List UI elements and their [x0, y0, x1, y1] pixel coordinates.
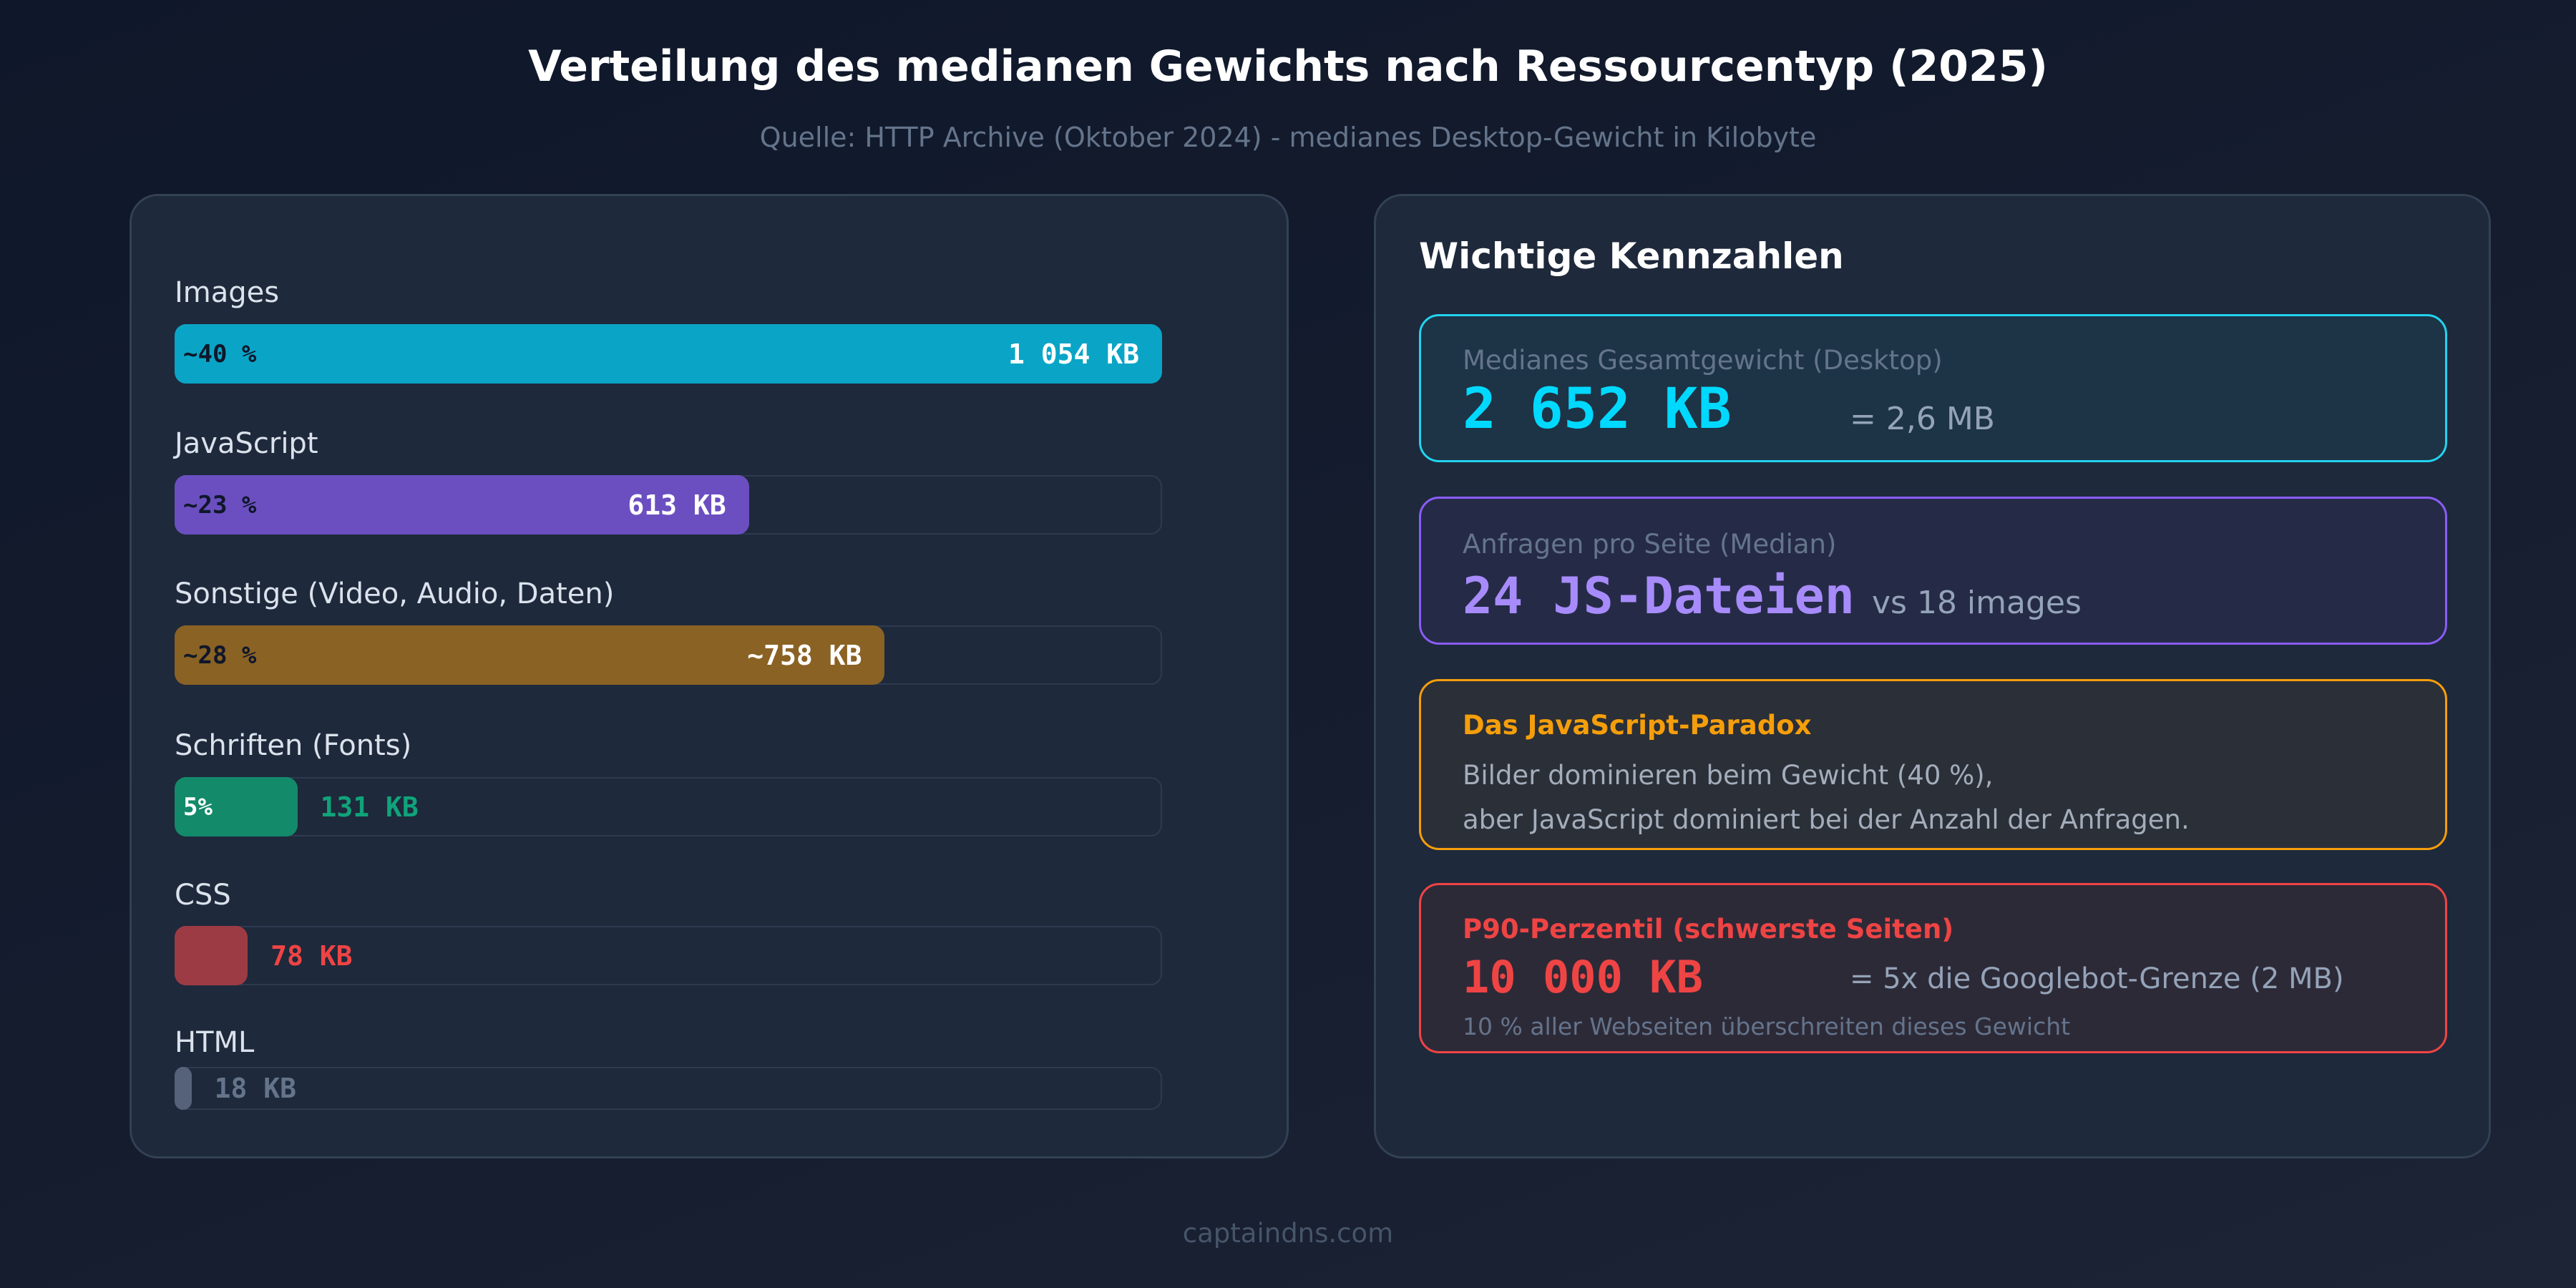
bar [175, 625, 885, 685]
bar-value-label: 78 KB [270, 940, 353, 972]
bar-track: ~40 % 1 054 KB [175, 324, 1162, 384]
bar-track: 5% 131 KB [175, 777, 1162, 836]
kpi-side: = 2,6 MB [1850, 401, 1995, 437]
bar-track: ~23 % 613 KB [175, 475, 1162, 535]
bar-value-label: ~758 KB [747, 639, 862, 671]
footer-brand: captaindns.com [1182, 1218, 1394, 1249]
kpi-side: vs 18 images [1872, 585, 2082, 621]
bar-percent-label: ~40 % [183, 339, 257, 369]
bar-category-label: Sonstige (Video, Audio, Daten) [175, 577, 615, 610]
bar [175, 926, 248, 985]
bar-value-label: 1 054 KB [1008, 338, 1139, 370]
kpi-card-js-paradox: Das JavaScript-Paradox Bilder dominieren… [1419, 679, 2447, 850]
kpi-card-p90: P90-Perzentil (schwerste Seiten) 10 000 … [1419, 883, 2447, 1053]
bar [175, 1067, 192, 1110]
bar-chart-panel: Images ~40 % 1 054 KB JavaScript ~23 % 613 KB… [130, 194, 1289, 1158]
bar-percent-label: ~28 % [183, 640, 257, 670]
kpi-label: Anfragen pro Seite (Median) [1463, 529, 1837, 560]
kpi-value: 24 JS-Dateien [1463, 567, 1855, 625]
bar [175, 475, 749, 535]
bar-category-label: HTML [175, 1026, 255, 1059]
kpi-text-line: aber JavaScript dominiert bei der Anzahl… [1463, 804, 2190, 835]
chart-subtitle: Quelle: HTTP Archive (Oktober 2024) - me… [759, 122, 1817, 153]
chart-title: Verteilung des medianen Gewichts nach Re… [528, 42, 2048, 92]
bar-category-label: CSS [175, 879, 231, 912]
bar [175, 777, 298, 836]
kpi-card-requests: Anfragen pro Seite (Median) 24 JS-Dateie… [1419, 497, 2447, 645]
kpi-label: Medianes Gesamtgewicht (Desktop) [1463, 345, 1943, 376]
kpi-value: 10 000 KB [1463, 951, 1703, 1003]
kpi-text-line: Bilder dominieren beim Gewicht (40 %), [1463, 760, 1994, 791]
kpi-heading: Wichtige Kennzahlen [1419, 235, 1844, 277]
bar-category-label: Images [175, 276, 280, 309]
bar-value-label: 613 KB [628, 489, 726, 521]
bar-track: 18 KB [175, 1067, 1162, 1110]
kpi-side: = 5x die Googlebot-Grenze (2 MB) [1850, 962, 2344, 995]
kpi-card-total-weight: Medianes Gesamtgewicht (Desktop) 2 652 K… [1419, 314, 2447, 462]
bar-category-label: Schriften (Fonts) [175, 729, 412, 762]
kpi-title: Das JavaScript-Paradox [1463, 710, 1812, 741]
bar-percent-label: ~23 % [183, 490, 257, 519]
bar-value-label: 131 KB [320, 791, 419, 823]
kpi-panel: Wichtige Kennzahlen Medianes Gesamtgewic… [1374, 194, 2491, 1158]
kpi-title: P90-Perzentil (schwerste Seiten) [1463, 914, 1954, 945]
bar-track: 78 KB [175, 926, 1162, 985]
bar-track: ~28 % ~758 KB [175, 625, 1162, 685]
bar-value-label: 18 KB [214, 1073, 296, 1104]
bar [175, 324, 1162, 384]
bar-category-label: JavaScript [175, 427, 318, 460]
kpi-note: 10 % aller Webseiten überschreiten diese… [1463, 1013, 2071, 1040]
kpi-value: 2 652 KB [1463, 377, 1732, 441]
bar-percent-label: 5% [183, 792, 213, 821]
